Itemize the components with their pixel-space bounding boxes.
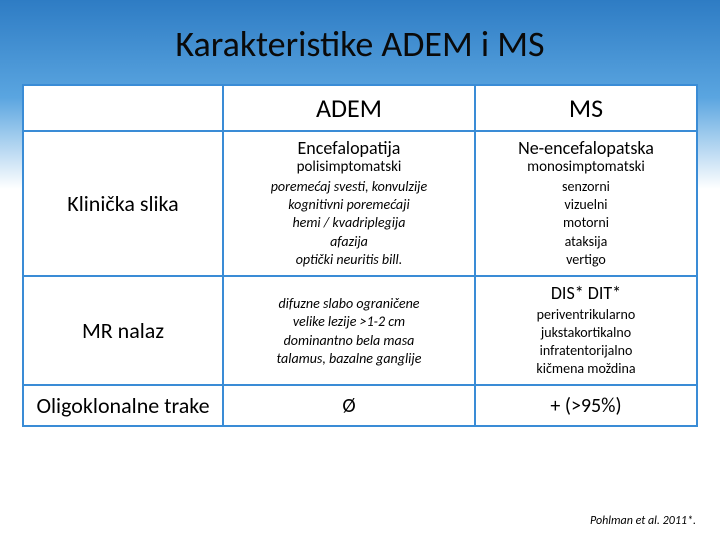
cell-body: poremećaj svesti, konvulzijekognitivni p… — [232, 176, 466, 269]
cell-oligo-adem: Ø — [223, 385, 475, 426]
cell-mr-ms: DIS* DIT* periventrikularnojukstakortika… — [475, 276, 697, 385]
table-header-row: ADEM MS — [23, 85, 697, 131]
cell-mr-adem: difuzne slabo ograničenevelike lezije >1… — [223, 276, 475, 385]
table-row: Klinička slika Encefalopatija polisimpto… — [23, 131, 697, 276]
citation-text: Pohlman et al. 2011*. — [590, 514, 696, 528]
cell-lead: DIS* DIT* — [484, 283, 688, 304]
col-header-adem: ADEM — [223, 85, 475, 131]
cell-lead: Ne-encefalopatska — [484, 138, 688, 159]
cell-oligo-ms: + (>95%) — [475, 385, 697, 426]
cell-sub: monosimptomatski — [484, 159, 688, 176]
cell-body: periventrikularnojukstakortikalnoinfrate… — [484, 304, 688, 379]
cell-body: senzornivizuelnimotorniataksijavertigo — [484, 176, 688, 269]
table-row: MR nalaz difuzne slabo ograničenevelike … — [23, 276, 697, 385]
cell-sub: polisimptomatski — [232, 159, 466, 176]
corner-cell — [23, 85, 223, 131]
page-title: Karakteristike ADEM i MS — [0, 0, 720, 80]
cell-klinicka-adem: Encefalopatija polisimptomatski poremeća… — [223, 131, 475, 276]
col-header-ms: MS — [475, 85, 697, 131]
symbol: + (>95%) — [484, 394, 688, 418]
table-row: Oligoklonalne trake Ø + (>95%) — [23, 385, 697, 426]
row-label-mr: MR nalaz — [23, 276, 223, 385]
cell-klinicka-ms: Ne-encefalopatska monosimptomatski senzo… — [475, 131, 697, 276]
symbol: Ø — [232, 394, 466, 418]
cell-lead: Encefalopatija — [232, 138, 466, 159]
row-label-klinicka: Klinička slika — [23, 131, 223, 276]
row-label-oligo: Oligoklonalne trake — [23, 385, 223, 426]
comparison-table: ADEM MS Klinička slika Encefalopatija po… — [22, 84, 698, 427]
cell-body: difuzne slabo ograničenevelike lezije >1… — [232, 293, 466, 368]
